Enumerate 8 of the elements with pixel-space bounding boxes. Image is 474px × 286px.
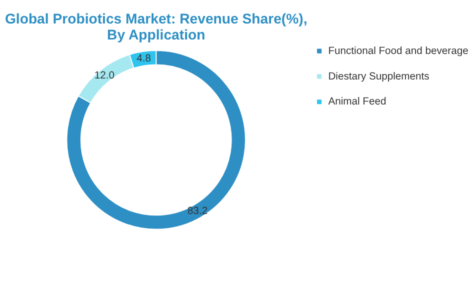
- data-label: 12.0: [94, 70, 115, 82]
- legend-label: Diestary Supplements: [328, 71, 430, 82]
- legend-label: Functional Food and beverage: [328, 46, 469, 57]
- chart-title: Global Probiotics Market: Revenue Share(%), By Application: [4, 10, 308, 42]
- legend-label: Animal Feed: [328, 96, 386, 108]
- data-label: 83.2: [188, 206, 208, 217]
- donut-slice: [66, 50, 246, 230]
- data-label: 4.8: [136, 53, 152, 64]
